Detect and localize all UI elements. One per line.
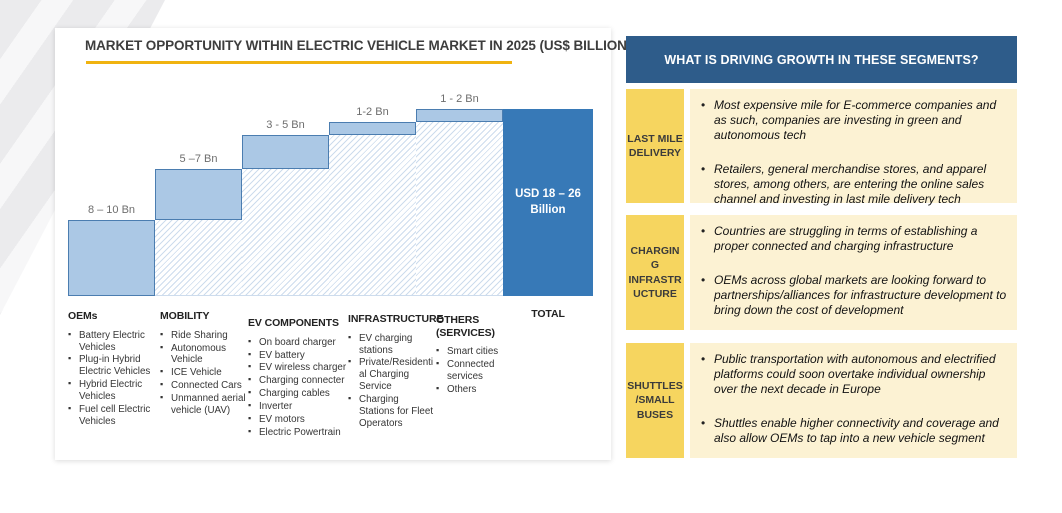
section-label: CHARGIN G INFRASTR UCTURE — [626, 215, 684, 330]
legend-item: EV battery — [248, 349, 348, 362]
legend-column-infrastructure: INFRASTRUCTURE EV charging stationsPrivat… — [348, 313, 444, 431]
driver-section-3: SHUTTLES /SMALL BUSES Public transportati… — [626, 343, 1017, 458]
legend-header-total: TOTAL — [531, 308, 565, 320]
legend-item-list: Ride SharingAutonomous VehicleICE Vehicl… — [160, 329, 248, 418]
legend-item: Smart cities — [436, 345, 504, 358]
market-opportunity-card: MARKET OPPORTUNITY WITHIN ELECTRIC VEHIC… — [55, 28, 631, 460]
hatch-area-infrastructure — [329, 134, 416, 296]
waterfall-bar-infrastructure — [329, 121, 416, 135]
bar-label-others-services: 1 - 2 Bn — [440, 93, 479, 105]
legend-item-list: On board chargerEV batteryEV wireless ch… — [248, 336, 348, 440]
title-underline — [86, 61, 512, 64]
waterfall-total-bar: USD 18 – 26 Billion — [503, 109, 593, 296]
legend-header-mobility: MOBILITY — [160, 310, 210, 322]
driver-section-2: CHARGIN G INFRASTR UCTURE Countries are s… — [626, 215, 1017, 330]
segment-legend: OEMs Battery Electric VehiclesPlug-in Hyb… — [55, 304, 611, 460]
section-bullet-list: Public transportation with autonomous an… — [690, 343, 1017, 452]
legend-item: EV motors — [248, 413, 348, 426]
section-content: Public transportation with autonomous an… — [690, 343, 1017, 458]
bar-label-ev-components: 3 - 5 Bn — [266, 118, 305, 131]
hatch-area-others-services — [416, 121, 503, 296]
driver-bullet: Countries are struggling in terms of est… — [701, 224, 1009, 254]
legend-item: Ride Sharing — [160, 329, 248, 342]
legend-header-oems: OEMs — [68, 310, 98, 322]
legend-item: EV charging stations — [348, 332, 436, 357]
bar-label-oems: 8 – 10 Bn — [87, 203, 136, 216]
panel-sections: LAST MILE DELIVERY Most expensive mile fo… — [626, 89, 1017, 458]
section-content: Most expensive mile for E-commerce compa… — [690, 89, 1017, 206]
legend-column-ev-components: EV COMPONENTSOn board chargerEV batteryE… — [248, 317, 348, 440]
waterfall-chart: 8 – 10 Bn 5 –7 Bn 3 - 5 Bn 1-2 Bn 1 - 2 Bn US… — [68, 88, 593, 296]
legend-item: EV wireless charger — [248, 361, 348, 374]
legend-header-ev-components: EV COMPONENTS — [248, 317, 339, 329]
waterfall-bar-ev-components — [242, 134, 329, 169]
legend-column-oems: OEMs Battery Electric VehiclesPlug-in Hyb… — [68, 310, 160, 429]
section-bullet-list: Most expensive mile for E-commerce compa… — [690, 89, 1017, 213]
legend-item-list: EV charging stationsPrivate/Residential … — [348, 332, 436, 431]
section-bullet-list: Countries are struggling in terms of est… — [690, 215, 1017, 324]
legend-item: Battery Electric Vehicles — [68, 329, 160, 354]
legend-item: On board charger — [248, 336, 348, 349]
legend-item: Hybrid Electric Vehicles — [68, 378, 160, 403]
legend-item: Charging cables — [248, 387, 348, 400]
legend-item: Others — [436, 383, 504, 396]
legend-item: Inverter — [248, 400, 348, 413]
driver-bullet: Public transportation with autonomous an… — [701, 352, 1009, 397]
legend-item-list: Battery Electric VehiclesPlug-in Hybrid … — [68, 329, 160, 429]
waterfall-bar-oems — [68, 219, 155, 296]
panel-header: WHAT IS DRIVING GROWTH IN THESE SEGMENTS… — [626, 36, 1017, 83]
growth-drivers-panel: WHAT IS DRIVING GROWTH IN THESE SEGMENTS… — [626, 36, 1017, 458]
legend-item: ICE Vehicle — [160, 366, 248, 379]
legend-item: Private/Residential Charging Service — [348, 356, 436, 393]
legend-item: Fuel cell Electric Vehicles — [68, 403, 160, 428]
legend-header-others-services: OTHERS (SERVICES) — [436, 314, 495, 339]
driver-bullet: OEMs across global markets are looking f… — [701, 273, 1009, 318]
driver-bullet: Shuttles enable higher connectivity and … — [701, 416, 1009, 446]
bar-label-mobility: 5 –7 Bn — [179, 152, 218, 165]
legend-column-mobility: MOBILITY Ride SharingAutonomous VehicleIC… — [160, 310, 248, 418]
total-bar-label: USD 18 – 26 Billion — [515, 187, 581, 216]
legend-item: Charging Stations for Fleet Operators — [348, 393, 436, 430]
driver-bullet: Most expensive mile for E-commerce compa… — [701, 98, 1009, 143]
bar-label-infrastructure: 1-2 Bn — [356, 105, 389, 118]
legend-item: Unmanned aerial vehicle (UAV) — [160, 392, 248, 417]
driver-bullet: Retailers, general merchandise stores, a… — [701, 162, 1009, 207]
legend-item: Connected services — [436, 358, 504, 383]
legend-item-list: Smart citiesConnected servicesOthers — [436, 345, 504, 396]
section-content: Countries are struggling in terms of est… — [690, 215, 1017, 330]
legend-column-others-services: OTHERS (SERVICES) Smart citiesConnected s… — [436, 314, 504, 397]
waterfall-bar-mobility — [155, 168, 242, 220]
legend-header-infrastructure: INFRASTRUCTURE — [348, 313, 444, 325]
legend-item: Electric Powertrain — [248, 426, 348, 439]
driver-section-1: LAST MILE DELIVERY Most expensive mile fo… — [626, 89, 1017, 206]
section-label: LAST MILE DELIVERY — [626, 89, 684, 203]
legend-column-total: TOTAL — [503, 308, 593, 321]
legend-item: Plug-in Hybrid Electric Vehicles — [68, 353, 160, 378]
legend-item: Connected Cars — [160, 379, 248, 392]
hatch-area-ev-components — [242, 168, 329, 296]
legend-item: Charging connecter — [248, 374, 348, 387]
section-label: SHUTTLES /SMALL BUSES — [626, 343, 684, 458]
chart-title: MARKET OPPORTUNITY WITHIN ELECTRIC VEHIC… — [85, 38, 632, 53]
hatch-area-mobility — [155, 219, 242, 296]
legend-item: Autonomous Vehicle — [160, 342, 248, 367]
waterfall-bar-others-services — [416, 109, 503, 122]
